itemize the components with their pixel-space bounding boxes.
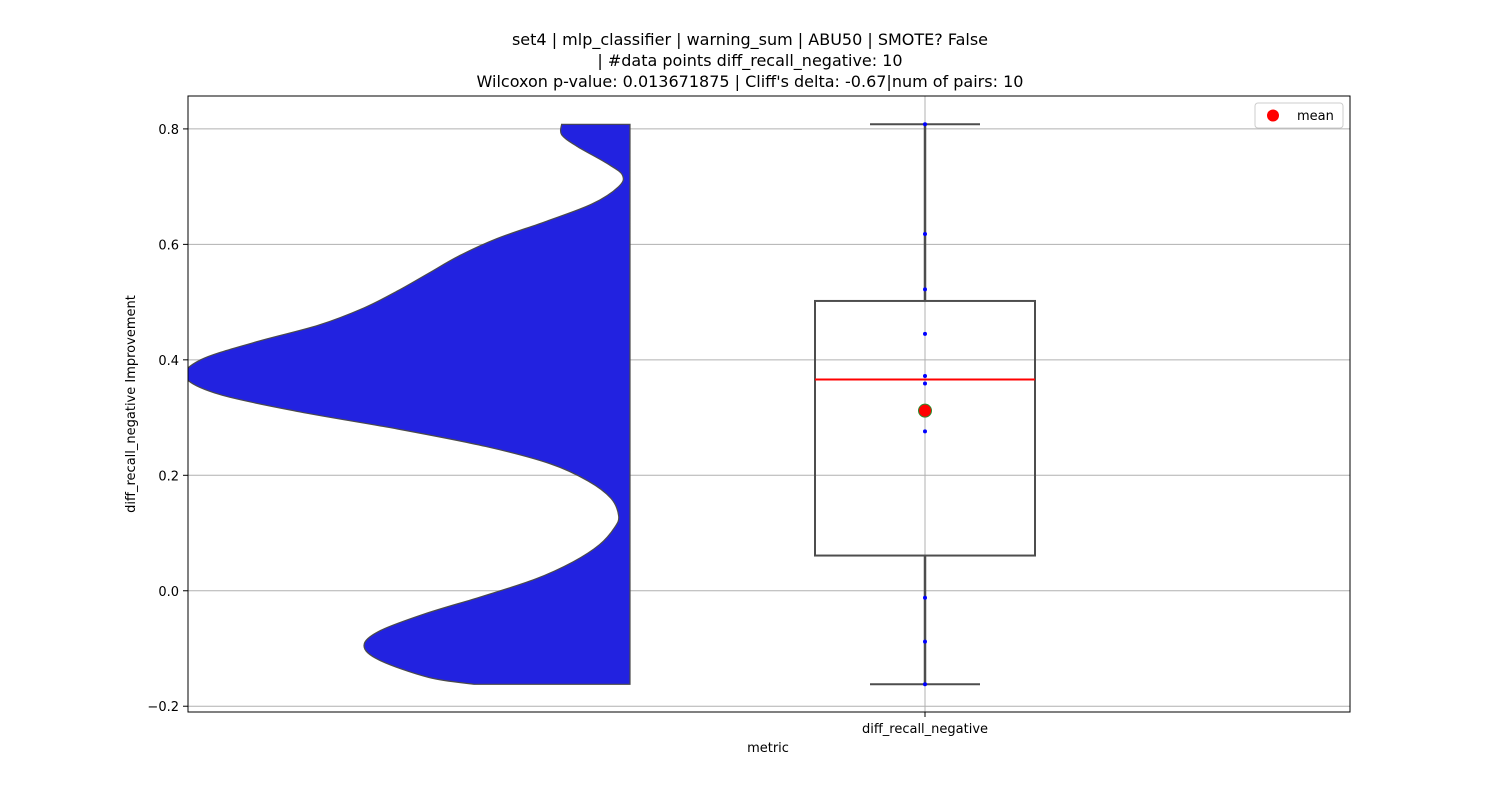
mean-marker [918, 403, 932, 418]
data-point [923, 639, 927, 644]
chart-title-line-3: Wilcoxon p-value: 0.013671875 | Cliff's … [476, 72, 1024, 91]
legend-mean-label: mean [1297, 109, 1334, 124]
y-tick-label: 0.4 [158, 354, 179, 369]
y-tick-label: 0.2 [158, 469, 179, 484]
data-point [923, 381, 927, 386]
data-point [923, 331, 927, 336]
x-axis-label: metric [747, 741, 789, 756]
y-axis-ticks: −0.2 0.0 0.2 0.4 0.6 0.8 [147, 123, 188, 715]
chart-title-line-1: set4 | mlp_classifier | warning_sum | AB… [511, 30, 989, 49]
data-point [923, 682, 927, 687]
y-tick-label: 0.8 [158, 123, 179, 138]
y-tick-label: 0.0 [158, 585, 179, 600]
legend-mean-marker [1267, 109, 1279, 122]
data-point [923, 595, 927, 600]
data-point [923, 429, 927, 434]
violin-layer [188, 123, 631, 685]
x-tick-label: diff_recall_negative [862, 722, 988, 737]
data-points [918, 122, 932, 687]
legend-box [1254, 102, 1344, 129]
x-axis-ticks: diff_recall_negative [862, 712, 988, 737]
data-point [923, 122, 927, 127]
data-point [923, 374, 927, 378]
violin-body [188, 123, 631, 685]
legend: mean [1254, 102, 1344, 129]
plot-frame [187, 95, 1351, 713]
data-point [923, 287, 927, 292]
y-tick-label: 0.6 [158, 238, 179, 253]
data-point [923, 231, 927, 236]
y-axis-label: diff_recall_negative Improvement [124, 295, 139, 513]
iqr-box [814, 299, 1036, 557]
y-tick-label: −0.2 [147, 700, 179, 715]
boxplot-layer [814, 123, 1036, 686]
chart-title-line-2: | #data points diff_recall_negative: 10 [597, 51, 903, 70]
